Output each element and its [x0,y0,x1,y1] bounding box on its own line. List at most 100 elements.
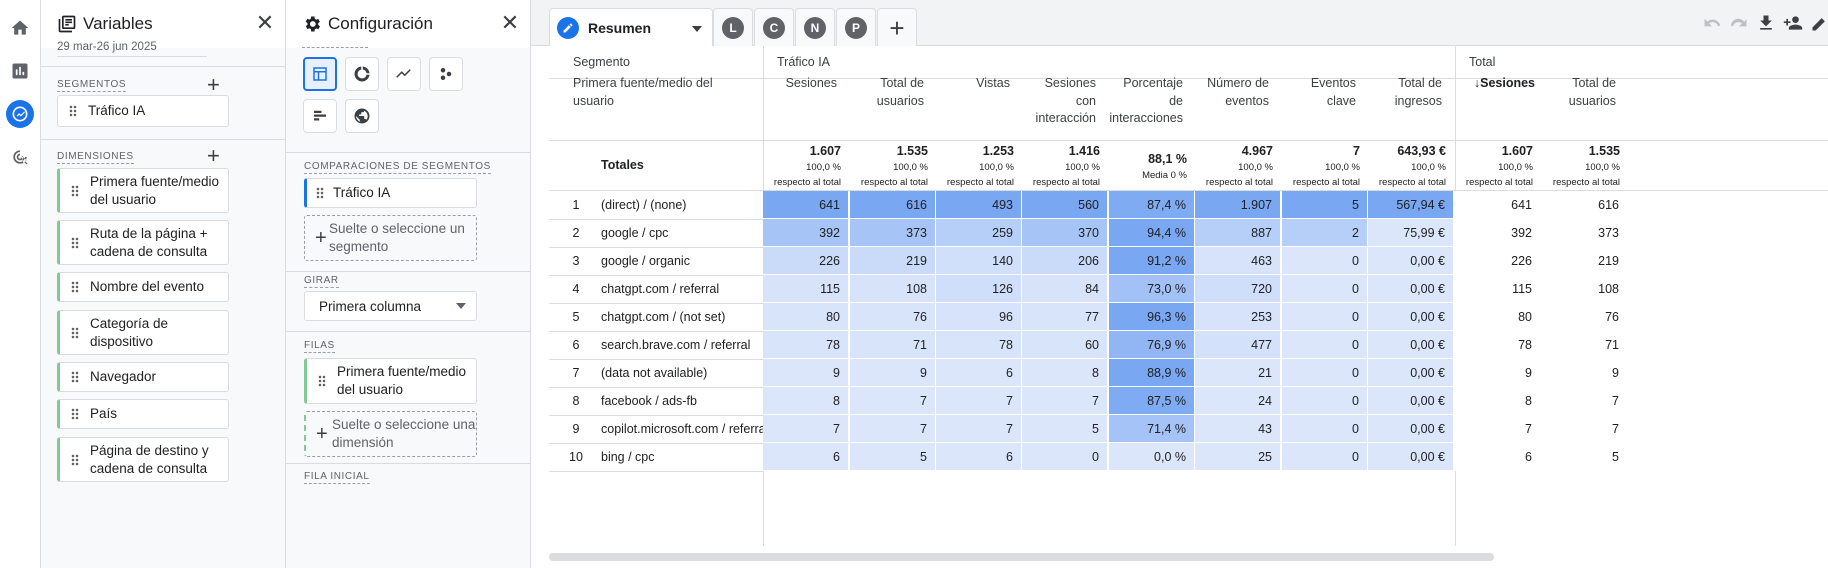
date-range[interactable]: 29 mar-26 jun 2025 [57,41,207,57]
close-icon[interactable]: ✕ [500,10,520,35]
download-icon[interactable] [1754,11,1778,35]
dimension-chip[interactable]: País [57,399,229,429]
pivot-select[interactable]: Primera columna [304,291,477,321]
advertising-icon[interactable] [6,143,34,171]
total-column-header-sorted[interactable]: ↓Sesiones [1473,76,1535,90]
column-header[interactable]: Número de eventos [1207,76,1269,108]
table-cell: 616 [1542,191,1628,219]
row-label[interactable]: facebook / ads-fb [601,394,697,408]
pencil-icon[interactable] [557,17,579,39]
map-viz-button[interactable] [345,99,379,133]
column-header[interactable]: Eventos clave [1310,76,1356,108]
chevron-down-icon[interactable] [692,26,702,32]
add-user-icon[interactable] [1781,11,1805,35]
column-header[interactable]: Total de ingresos [1394,76,1442,108]
total-subtext: respecto al total [1378,177,1446,188]
table-cell: 9 [1455,359,1541,387]
row-number: 1 [572,198,580,212]
total-column-header[interactable]: Total de usuarios [1568,76,1616,108]
row-number: 2 [572,226,580,240]
row-label[interactable]: (direct) / (none) [601,198,687,212]
tab-c[interactable]: C [754,8,794,46]
scatter-viz-button[interactable] [429,57,463,91]
dimension-chip[interactable]: Navegador [57,362,229,392]
segment-comparison-chip[interactable]: Tráfico IA [304,178,477,208]
row-label[interactable]: chatgpt.com / referral [601,282,720,296]
total-value: 1.535 [1588,144,1620,158]
table-cell: 5 [850,443,936,471]
dimension-chip[interactable]: Primera fuente/medio del usuario [57,168,229,213]
row-number: 10 [569,450,583,464]
drag-handle-icon[interactable] [316,187,324,199]
table-icon [313,67,327,81]
row-label[interactable]: chatgpt.com / (not set) [601,310,726,324]
drag-handle-icon[interactable] [71,408,79,420]
drag-handle-icon[interactable] [71,184,79,197]
close-icon[interactable]: ✕ [255,10,275,35]
add-segment-button[interactable]: + [207,72,220,97]
tab-n[interactable]: N [795,8,835,46]
table-cell: 226 [763,247,849,275]
donut-viz-button[interactable] [345,57,379,91]
total-cell: 88,1 % Media 0 % [1109,150,1187,183]
dimension-chip[interactable]: Nombre del evento [57,272,229,302]
drag-handle-icon[interactable] [71,371,79,383]
table-cell: 84 [1022,275,1108,303]
total-subtext: respecto al total [1465,177,1533,188]
segment-name-header[interactable]: Tráfico IA [777,55,831,69]
row-label[interactable]: copilot.microsoft.com / referral [601,422,769,436]
tab-resumen[interactable]: Resumen [549,8,713,46]
drag-handle-icon[interactable] [71,236,79,249]
column-header[interactable]: Vistas [976,76,1010,90]
column-header[interactable]: Total de usuarios [876,76,924,108]
drag-handle-icon[interactable] [71,281,79,293]
tab-l[interactable]: L [713,8,753,46]
table-cell: 8 [1455,387,1541,415]
add-tab-button[interactable]: + [877,8,917,46]
home-icon[interactable] [6,14,34,42]
row-dimension-chip[interactable]: Primera fuente/medio del usuario [304,358,477,404]
line-viz-button[interactable] [387,57,421,91]
drop-dimension-target[interactable]: + Suelte o seleccione una dimensión [304,411,477,457]
dimension-chip[interactable]: Ruta de la página + cadena de consulta [57,220,229,265]
row-label[interactable]: google / organic [601,254,690,268]
table-cell: 641 [1455,191,1541,219]
drag-handle-icon[interactable] [69,105,77,117]
tab-p[interactable]: P [836,8,876,46]
table-cell: 76 [1542,303,1628,331]
table-viz-button[interactable] [303,57,337,91]
edit-icon[interactable] [1808,11,1828,35]
table-cell: 94,4 % [1109,219,1195,247]
table-cell: 0,0 % [1109,443,1195,471]
row-label[interactable]: search.brave.com / referral [601,338,751,352]
table-cell: 392 [763,219,849,247]
explore-icon[interactable] [6,100,34,128]
drag-handle-icon[interactable] [71,326,79,339]
drop-segment-target[interactable]: + Suelte o seleccione un segmento [304,215,477,261]
table-cell: 0 [1282,275,1368,303]
redo-icon[interactable] [1727,11,1751,35]
table-cell: 0 [1282,359,1368,387]
drag-handle-icon[interactable] [71,453,79,466]
table-cell: 259 [936,219,1022,247]
column-header[interactable]: Porcentaje de interacciones [1109,76,1183,125]
column-header[interactable]: Sesiones con interacción [1035,76,1096,125]
undo-icon[interactable] [1700,11,1724,35]
row-label[interactable]: bing / cpc [601,450,655,464]
bar-viz-button[interactable] [303,99,337,133]
table-cell: 108 [850,275,936,303]
row-label[interactable]: google / cpc [601,226,669,240]
dimension-column-header[interactable]: Primera fuente/medio del usuario [573,76,713,108]
segment-chip[interactable]: Tráfico IA [57,95,229,127]
row-divider [549,275,763,276]
scrollbar-thumb[interactable] [549,553,1494,561]
dimension-chip[interactable]: Categoría de dispositivo [57,310,229,355]
total-percent: 100,0 % [1411,162,1446,173]
table-cell: 9 [850,359,936,387]
row-label[interactable]: (data not available) [601,366,708,380]
drag-handle-icon[interactable] [318,375,326,387]
reports-icon[interactable] [6,57,34,85]
dimension-chip[interactable]: Página de destino y cadena de consulta [57,437,229,482]
add-dimension-button[interactable]: + [207,143,220,168]
column-header[interactable]: Sesiones [785,76,837,90]
